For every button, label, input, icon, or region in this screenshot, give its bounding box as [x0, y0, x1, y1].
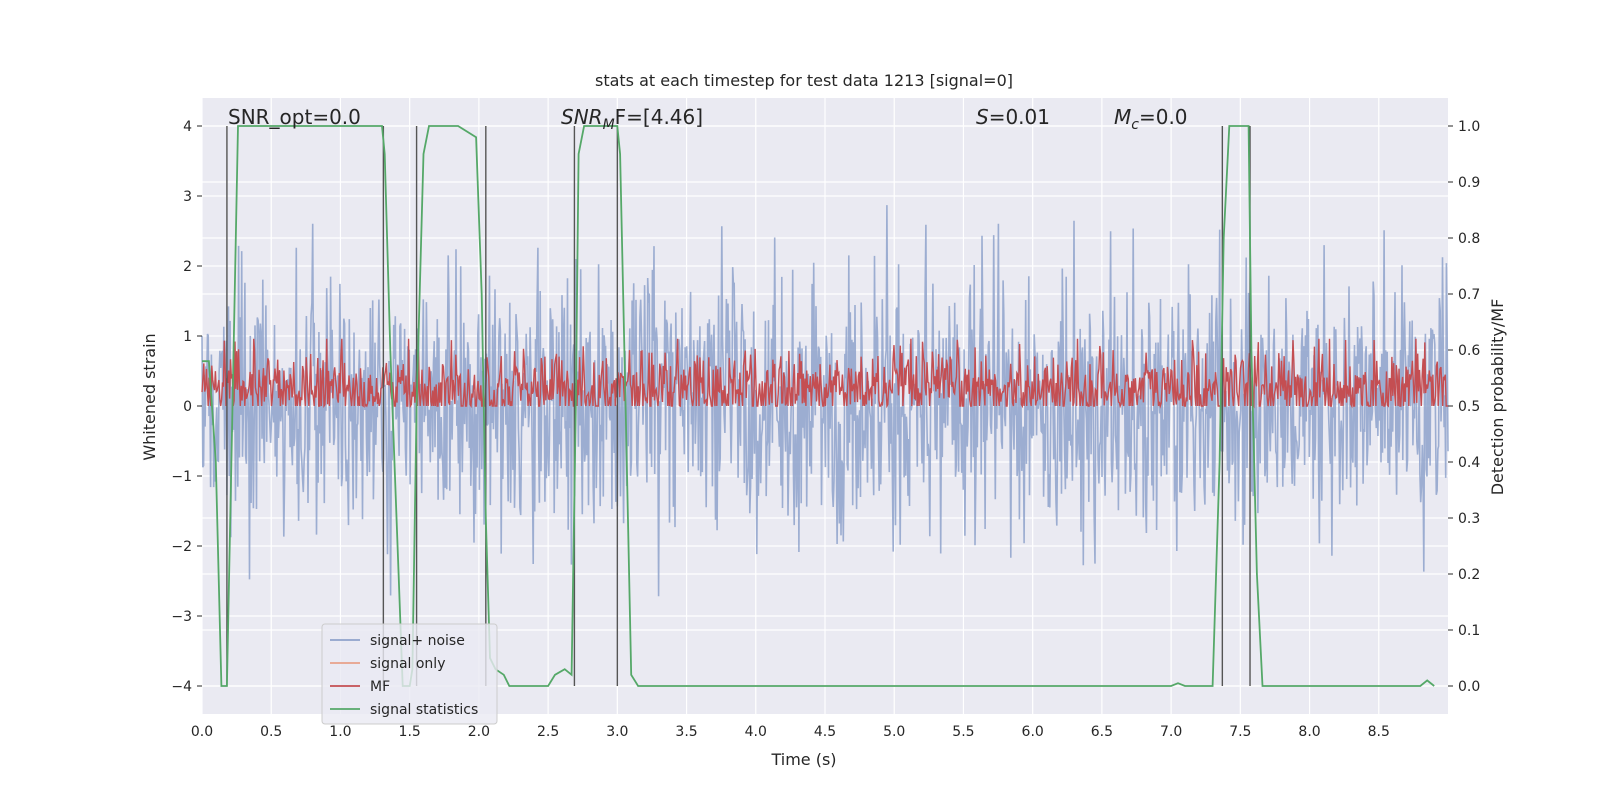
- x-axis-label: Time (s): [770, 750, 836, 769]
- x-tick-label: 3.0: [606, 724, 628, 740]
- right-y-tick-label: 0.3: [1458, 511, 1480, 527]
- mc-annotation: Mc=0.0: [1114, 105, 1188, 133]
- left-y-tick-label: −3: [171, 609, 192, 625]
- detection-markers: [226, 126, 1251, 686]
- left-y-tick-label: 1: [183, 329, 192, 345]
- legend-entry-label: signal+ noise: [370, 633, 465, 649]
- signal-statistics-series: [202, 125, 1435, 687]
- right-y-tick-label: 0.0: [1458, 679, 1480, 695]
- legend-entry-label: MF: [370, 679, 390, 695]
- mf-series: [201, 338, 1448, 409]
- s-annotation: S=0.01: [976, 105, 1050, 129]
- x-tick-labels: 0.0 0.5 1.0 1.5 2.0 2.5 3.0 3.5 4.0 4.5 5.0 5.5 6.0 6…: [191, 724, 1390, 740]
- left-y-tick-label: 2: [183, 259, 192, 275]
- left-y-tick-label: −1: [171, 469, 192, 485]
- left-y-tick-label: 4: [183, 119, 192, 135]
- right-y-tick-label: 0.9: [1458, 175, 1480, 191]
- snr-mf-prefix: SNR: [561, 105, 603, 129]
- right-y-tick-label: 0.7: [1458, 287, 1480, 303]
- left-y-tick-label: −2: [171, 539, 192, 555]
- mc-symbol: M: [1114, 105, 1131, 129]
- left-y-tick-label: 3: [183, 189, 192, 205]
- s-symbol: S: [976, 105, 989, 129]
- x-tick-label: 3.5: [675, 724, 697, 740]
- x-tick-label: 8.0: [1298, 724, 1320, 740]
- legend-entry-label: signal only: [370, 656, 445, 672]
- signal-noise-line: [201, 205, 1449, 597]
- right-y-tick-label: 0.6: [1458, 343, 1480, 359]
- left-y-tick-label: 0: [183, 399, 192, 415]
- left-y-axis-label: Whitened strain: [140, 333, 159, 460]
- snr-mf-subscript: M: [603, 117, 615, 133]
- x-tick-label: 7.5: [1229, 724, 1251, 740]
- x-tick-label: 1.5: [399, 724, 421, 740]
- legend-box: [321, 623, 498, 725]
- x-tick-label: 5.5: [952, 724, 974, 740]
- right-y-tick-label: 0.4: [1458, 455, 1480, 471]
- x-tick-label: 0.5: [260, 724, 282, 740]
- legend-entry-label: signal statistics: [370, 702, 478, 718]
- legend: signal+ noise signal only MF signal statist…: [321, 623, 498, 725]
- x-tick-label: 2.5: [537, 724, 559, 740]
- mf-line: [201, 338, 1448, 409]
- s-value: =0.01: [989, 105, 1050, 129]
- right-y-tick-label: 0.8: [1458, 231, 1480, 247]
- right-y-tick-labels: 0.0 0.1 0.2 0.3 0.4 0.5 0.6 0.7 0.8 0.9 1.0: [1448, 119, 1480, 695]
- mc-subscript: c: [1131, 117, 1139, 133]
- right-y-tick-label: 0.1: [1458, 623, 1480, 639]
- snr-mf-annotation: SNRMF=[4.46]: [561, 105, 703, 133]
- snr-opt-annotation: SNR_opt=0.0: [228, 105, 361, 129]
- signal-noise-series: [201, 205, 1449, 597]
- x-tick-label: 4.5: [814, 724, 836, 740]
- chart-title: stats at each timestep for test data 121…: [595, 71, 1013, 90]
- left-y-tick-label: −4: [171, 679, 192, 695]
- x-tick-label: 7.0: [1160, 724, 1182, 740]
- x-tick-label: 0.0: [191, 724, 213, 740]
- right-y-tick-label: 1.0: [1458, 119, 1480, 135]
- x-tick-label: 2.0: [468, 724, 490, 740]
- x-tick-label: 6.0: [1022, 724, 1044, 740]
- x-tick-label: 1.0: [329, 724, 351, 740]
- right-y-tick-label: 0.5: [1458, 399, 1480, 415]
- x-tick-label: 6.5: [1091, 724, 1113, 740]
- right-y-tick-label: 0.2: [1458, 567, 1480, 583]
- right-y-axis-label: Detection probability/MF: [1488, 299, 1507, 496]
- signal-statistics-line: [202, 125, 1435, 687]
- mc-value: =0.0: [1139, 105, 1188, 129]
- x-tick-label: 4.0: [745, 724, 767, 740]
- snr-mf-value: F=[4.46]: [615, 105, 703, 129]
- x-tick-label: 5.0: [883, 724, 905, 740]
- left-y-tick-labels: −4 −3 −2 −1 0 1 2 3 4: [171, 119, 202, 695]
- x-tick-label: 8.5: [1368, 724, 1390, 740]
